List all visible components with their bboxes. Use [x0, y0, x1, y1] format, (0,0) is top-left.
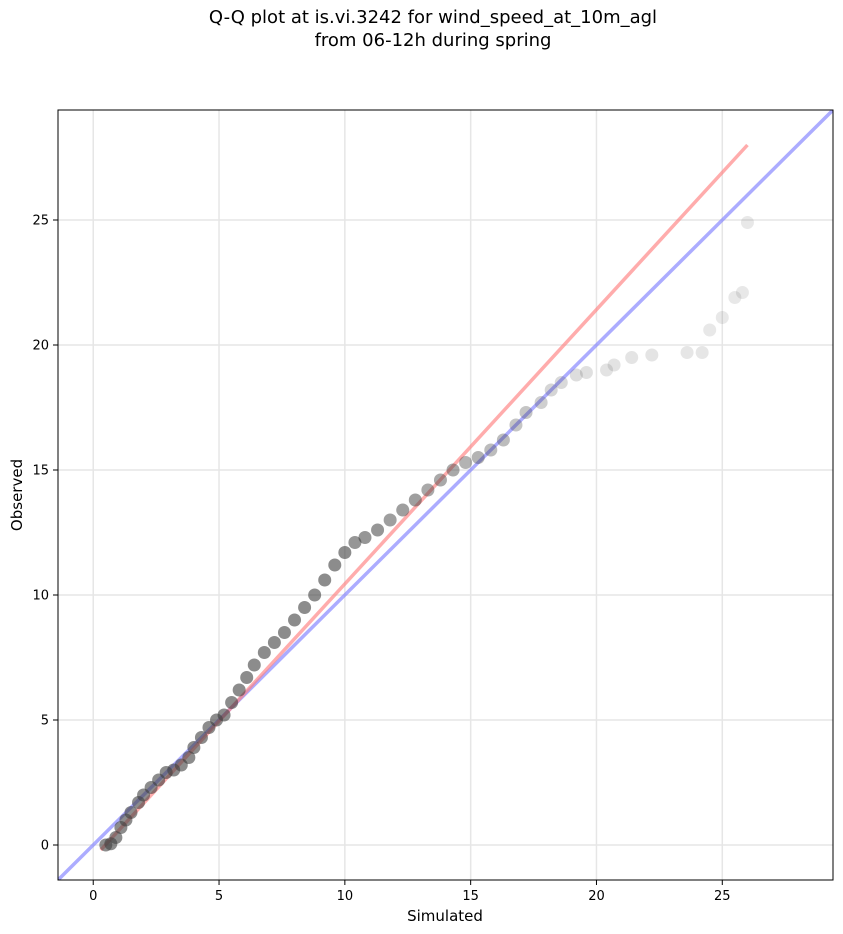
- data-point: [680, 346, 694, 359]
- data-point: [109, 831, 123, 844]
- data-point: [715, 311, 729, 324]
- data-point: [383, 513, 397, 527]
- chart-title-line-1: Q-Q plot at is.vi.3242 for wind_speed_at…: [208, 7, 658, 28]
- x-axis-label: Simulated: [407, 907, 483, 925]
- data-point: [318, 573, 332, 587]
- data-point: [459, 456, 473, 469]
- data-point: [607, 358, 621, 372]
- data-point: [396, 503, 410, 517]
- x-tick-label: 20: [588, 889, 605, 904]
- data-point: [446, 463, 460, 477]
- chart-title-line-2: from 06-12h during spring: [314, 30, 552, 51]
- y-tick-label: 10: [32, 589, 49, 604]
- data-point: [695, 346, 709, 359]
- data-point: [519, 406, 533, 419]
- data-point: [225, 696, 239, 709]
- data-point: [240, 671, 254, 684]
- y-tick-label: 25: [32, 214, 49, 229]
- data-point: [338, 546, 352, 559]
- data-point: [421, 483, 435, 497]
- data-point: [728, 291, 742, 304]
- data-point: [194, 731, 208, 744]
- data-point: [182, 751, 196, 764]
- data-point: [257, 646, 271, 659]
- data-point: [471, 451, 485, 464]
- y-tick-label: 5: [41, 714, 49, 729]
- x-tick-label: 15: [462, 889, 479, 904]
- data-point: [703, 323, 717, 337]
- data-point: [544, 383, 558, 397]
- data-point: [569, 368, 583, 382]
- grid: [58, 110, 833, 880]
- data-point: [433, 473, 447, 487]
- plot-frame: [57, 109, 834, 881]
- data-point: [267, 636, 281, 649]
- data-point: [217, 708, 231, 722]
- y-axis-label: Observed: [8, 459, 26, 531]
- data-point: [358, 531, 372, 544]
- data-point: [484, 443, 498, 457]
- x-tick-label: 10: [337, 889, 354, 904]
- x-tick-label: 25: [714, 889, 731, 904]
- data-point: [740, 216, 754, 229]
- data-point: [534, 396, 548, 409]
- data-point: [124, 806, 138, 819]
- data-point: [600, 363, 614, 377]
- y-tick-label: 20: [32, 339, 49, 354]
- data-point: [496, 433, 510, 447]
- data-point: [645, 348, 659, 362]
- data-point: [348, 536, 362, 549]
- data-point: [187, 741, 201, 754]
- data-point: [509, 418, 523, 432]
- data-point: [308, 588, 322, 602]
- data-point: [288, 613, 302, 627]
- data-point: [328, 558, 342, 572]
- chart-title: Q-Q plot at is.vi.3242 for wind_speed_at…: [0, 6, 843, 52]
- y-tick-label: 15: [32, 464, 49, 479]
- data-point: [232, 683, 246, 697]
- y-tick-label: 0: [41, 839, 49, 854]
- data-points: [99, 216, 754, 852]
- data-point: [735, 286, 749, 299]
- data-point: [371, 523, 385, 537]
- data-point: [277, 626, 291, 639]
- data-point: [554, 376, 568, 389]
- data-point: [408, 493, 422, 507]
- axis-ticks: 0 5 10 15 20 25 0 5 10 15 20 25: [32, 214, 730, 905]
- data-point: [579, 366, 593, 379]
- data-point: [298, 601, 312, 614]
- x-tick-label: 0: [89, 889, 97, 904]
- data-point: [247, 658, 261, 672]
- x-tick-label: 5: [215, 889, 223, 904]
- data-point: [625, 351, 639, 364]
